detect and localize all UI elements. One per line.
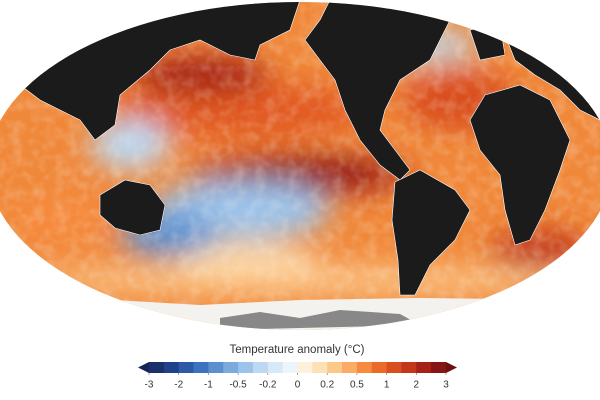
colorbar-segment <box>178 362 194 373</box>
colorbar-segment <box>208 362 224 373</box>
north-america <box>304 2 471 181</box>
colorbar-tick-label: -0.5 <box>229 380 247 391</box>
colorbar-tick-label: -0.2 <box>259 380 277 391</box>
africa <box>469 84 571 246</box>
colorbar-segment <box>193 362 209 373</box>
colorbar-segment <box>252 362 269 373</box>
colorbar-under <box>138 362 149 373</box>
south-america <box>391 169 471 296</box>
colorbar-tick-label: -3 <box>145 380 154 391</box>
colorbar-segment <box>312 362 328 373</box>
colorbar-over <box>446 362 457 373</box>
map-body <box>0 2 600 330</box>
colorbar-segment <box>223 362 239 373</box>
colorbar-segment <box>371 362 387 373</box>
colorbar-tick-label: 0.2 <box>320 380 334 391</box>
colorbar-segment <box>297 362 313 373</box>
colorbar-segment <box>327 362 343 373</box>
island <box>4 39 31 76</box>
colorbar-segment <box>149 362 165 373</box>
colorbar-segment <box>267 362 284 373</box>
colorbar: -3 -2 -1 -0.5 -0.2 0 0.2 0.5 1 2 3 <box>138 362 457 391</box>
australia <box>99 179 166 236</box>
antarctica <box>220 310 420 330</box>
colorbar-tick-label: -2 <box>174 380 183 391</box>
colorbar-segment <box>386 362 402 373</box>
colorbar-tick-label: 0.5 <box>350 380 364 391</box>
colorbar-segment <box>163 362 180 373</box>
colorbar-tick-label: 0 <box>295 380 301 391</box>
colorbar-tick-label: -1 <box>204 380 213 391</box>
colorbar-segment <box>401 362 417 373</box>
colorbar-segment <box>342 362 358 373</box>
colorbar-segment <box>282 362 298 373</box>
colorbar-tick-label: 3 <box>443 380 449 391</box>
colorbar-tick-label: 1 <box>384 380 390 391</box>
colorbar-segment <box>416 362 432 373</box>
colorbar-segment <box>356 362 373 373</box>
colorbar-segment <box>238 362 254 373</box>
colorbar-title: Temperature anomaly (°C) <box>230 344 365 356</box>
colorbar-segment <box>431 362 447 373</box>
colorbar-tick-label: 2 <box>414 380 420 391</box>
